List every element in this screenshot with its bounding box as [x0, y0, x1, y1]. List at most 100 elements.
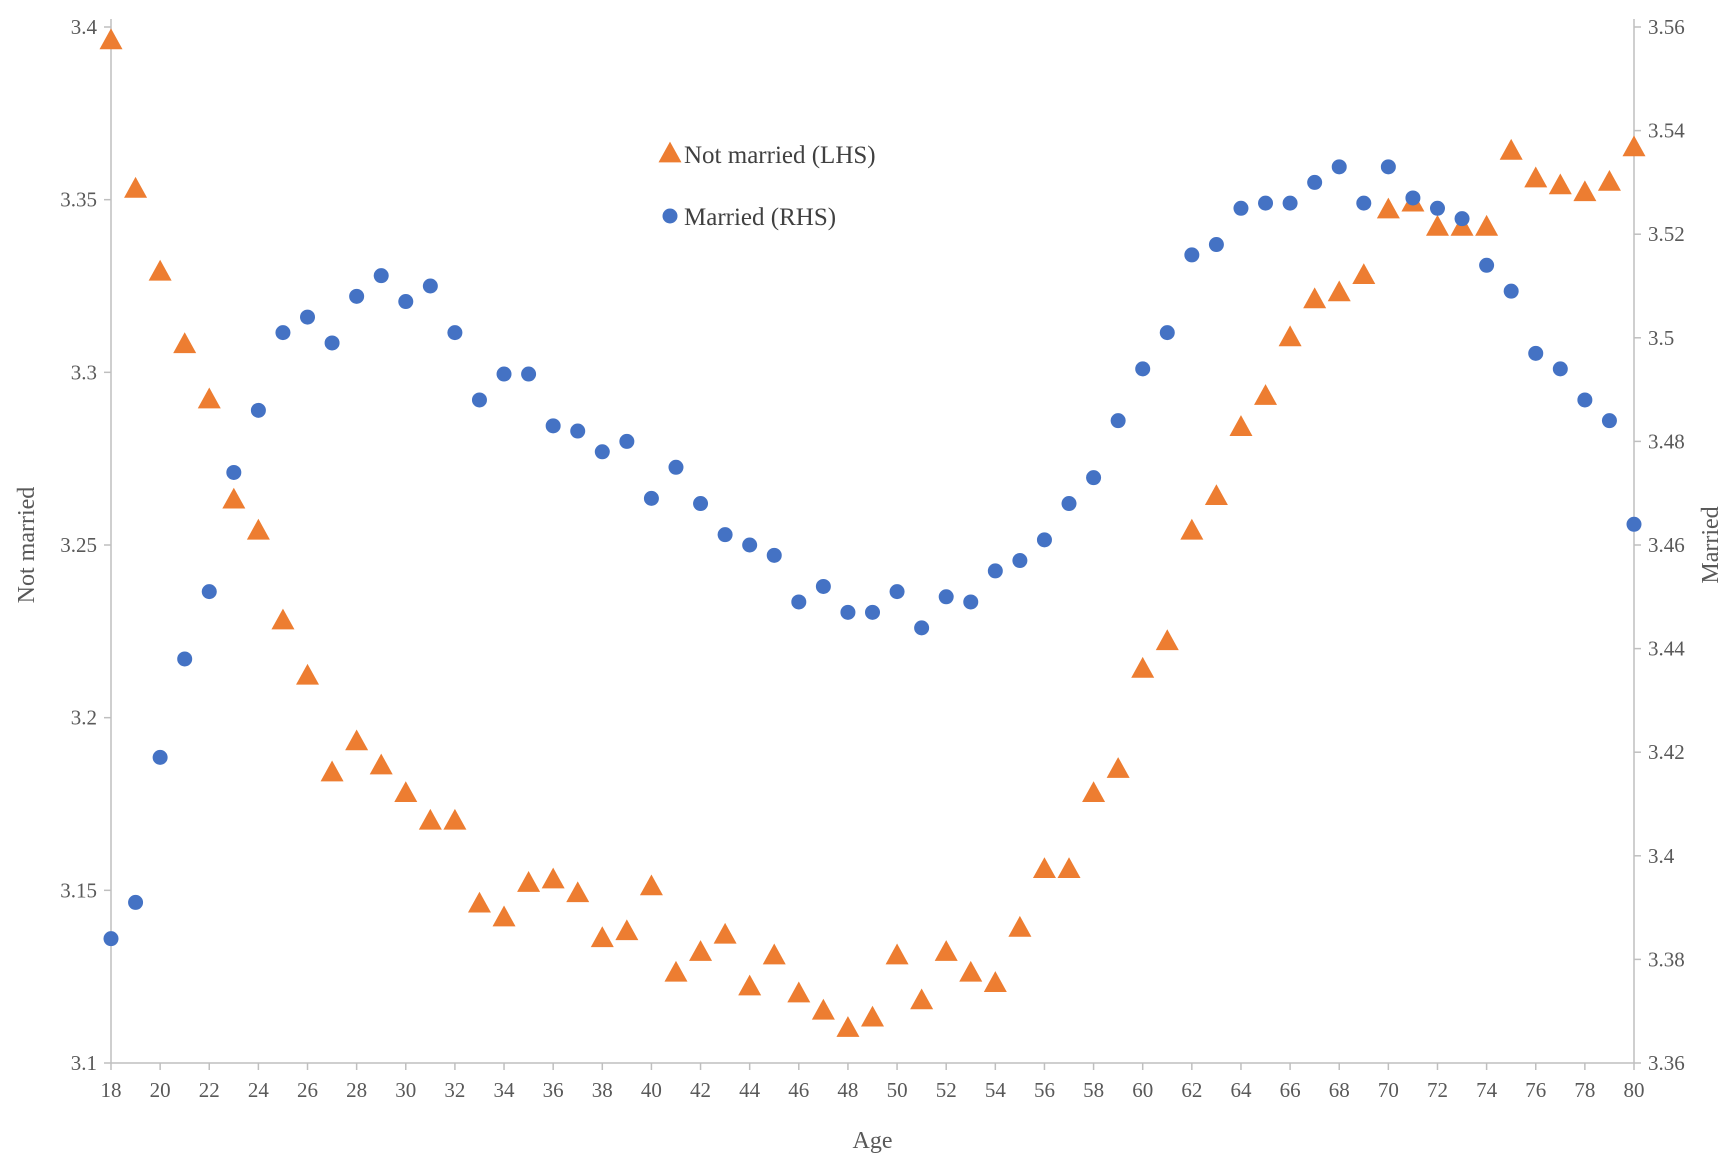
married-point: [1454, 211, 1470, 227]
not-married-point: [1008, 915, 1032, 937]
married-point: [201, 584, 217, 600]
not-married-point: [1327, 280, 1351, 302]
not-married-point: [615, 919, 639, 941]
left-y-tick-label: 3.1: [71, 1051, 97, 1075]
married-point: [668, 459, 684, 475]
right-y-tick-label: 3.52: [1648, 222, 1685, 246]
legend-label: Not married (LHS): [684, 142, 876, 169]
x-tick-label: 62: [1181, 1078, 1202, 1102]
left-y-tick-label: 3.2: [71, 706, 97, 730]
married-point: [496, 366, 512, 382]
x-tick-label: 70: [1378, 1078, 1399, 1102]
married-point: [275, 325, 291, 341]
x-tick-label: 56: [1034, 1078, 1055, 1102]
not-married-point: [1204, 484, 1228, 506]
married-point: [1208, 237, 1224, 253]
not-married-point: [173, 332, 197, 354]
not-married-point: [738, 974, 762, 996]
married-point: [422, 278, 438, 294]
married-point: [398, 294, 414, 310]
not-married-point: [1155, 629, 1179, 651]
not-married-point: [885, 943, 909, 965]
not-married-point: [762, 943, 786, 965]
legend-circle-icon: [662, 208, 678, 224]
x-tick-label: 20: [150, 1078, 171, 1102]
married-point: [1233, 200, 1249, 216]
married-point: [717, 527, 733, 543]
right-y-tick-label: 3.54: [1648, 119, 1685, 143]
not-married-point: [467, 891, 491, 913]
married-point: [1036, 532, 1052, 548]
married-point: [1282, 195, 1298, 211]
x-tick-label: 60: [1132, 1078, 1153, 1102]
right-y-tick-label: 3.4: [1648, 844, 1675, 868]
axes: 3.1 3.15 3.2 3.25 3.3 3.35 3.4 3.36 3.38 3.4 3.42 3…: [14, 15, 1724, 1154]
married-point: [1429, 200, 1445, 216]
not-married-point: [541, 867, 565, 889]
married-point: [1258, 195, 1274, 211]
not-married-point: [1057, 857, 1081, 879]
left-y-axis-title: Not married: [14, 487, 40, 604]
not-married-point: [1475, 214, 1499, 236]
not-married-point: [1278, 325, 1302, 347]
not-married-point: [713, 922, 737, 944]
married-point: [1159, 325, 1175, 341]
x-tick-label: 74: [1476, 1078, 1498, 1102]
married-point: [1086, 470, 1102, 486]
married-point: [938, 589, 954, 605]
x-tick-label: 80: [1624, 1078, 1645, 1102]
not-married-point: [1131, 656, 1155, 678]
married-point: [766, 547, 782, 563]
x-tick-label: 50: [887, 1078, 908, 1102]
married-point: [742, 537, 758, 553]
x-tick-label: 24: [248, 1078, 270, 1102]
married-point: [643, 490, 659, 506]
married-point: [594, 444, 610, 460]
not-married-point: [1082, 781, 1106, 803]
x-tick-label: 22: [199, 1078, 220, 1102]
married-point: [1601, 413, 1617, 429]
married-point: [1503, 283, 1519, 299]
not-married-point: [590, 926, 614, 948]
not-married-point: [1524, 166, 1548, 188]
x-tick-label: 40: [641, 1078, 662, 1102]
not-married-point: [148, 259, 172, 281]
not-married-point: [492, 905, 516, 927]
married-point: [963, 594, 979, 610]
left-y-tick-label: 3.3: [71, 360, 97, 384]
x-tick-label: 78: [1574, 1078, 1595, 1102]
married-point: [373, 268, 389, 284]
x-tick-label: 34: [494, 1078, 516, 1102]
x-tick-label: 58: [1083, 1078, 1104, 1102]
left-y-tick-label: 3.4: [71, 15, 98, 39]
not-married-point: [1229, 415, 1253, 436]
married-point: [914, 620, 930, 636]
x-tick-label: 72: [1427, 1078, 1448, 1102]
left-y-tick-label: 3.25: [60, 533, 97, 557]
married-point: [324, 335, 340, 351]
right-y-axis-title: Married: [1698, 506, 1724, 583]
right-y-tick-label: 3.36: [1648, 1051, 1685, 1075]
married-point: [840, 604, 856, 620]
not-married-point: [517, 871, 541, 892]
legend: Not married (LHS) Married (RHS): [658, 141, 876, 231]
x-tick-label: 48: [837, 1078, 858, 1102]
married-point: [1577, 392, 1593, 408]
not-married-point: [1180, 518, 1204, 540]
married-point: [226, 464, 242, 480]
not-married-point: [369, 753, 393, 775]
x-tick-label: 52: [936, 1078, 957, 1102]
x-tick-label: 18: [101, 1078, 122, 1102]
x-tick-label: 54: [985, 1078, 1007, 1102]
x-tick-label: 44: [739, 1078, 761, 1102]
married-point: [1110, 413, 1126, 429]
not-married-point: [1303, 287, 1327, 309]
not-married-point: [271, 608, 295, 630]
not-married-point: [1597, 170, 1621, 191]
married-point: [128, 894, 144, 910]
right-y-tick-label: 3.56: [1648, 15, 1685, 39]
not-married-point: [246, 518, 270, 540]
married-point: [987, 563, 1003, 579]
